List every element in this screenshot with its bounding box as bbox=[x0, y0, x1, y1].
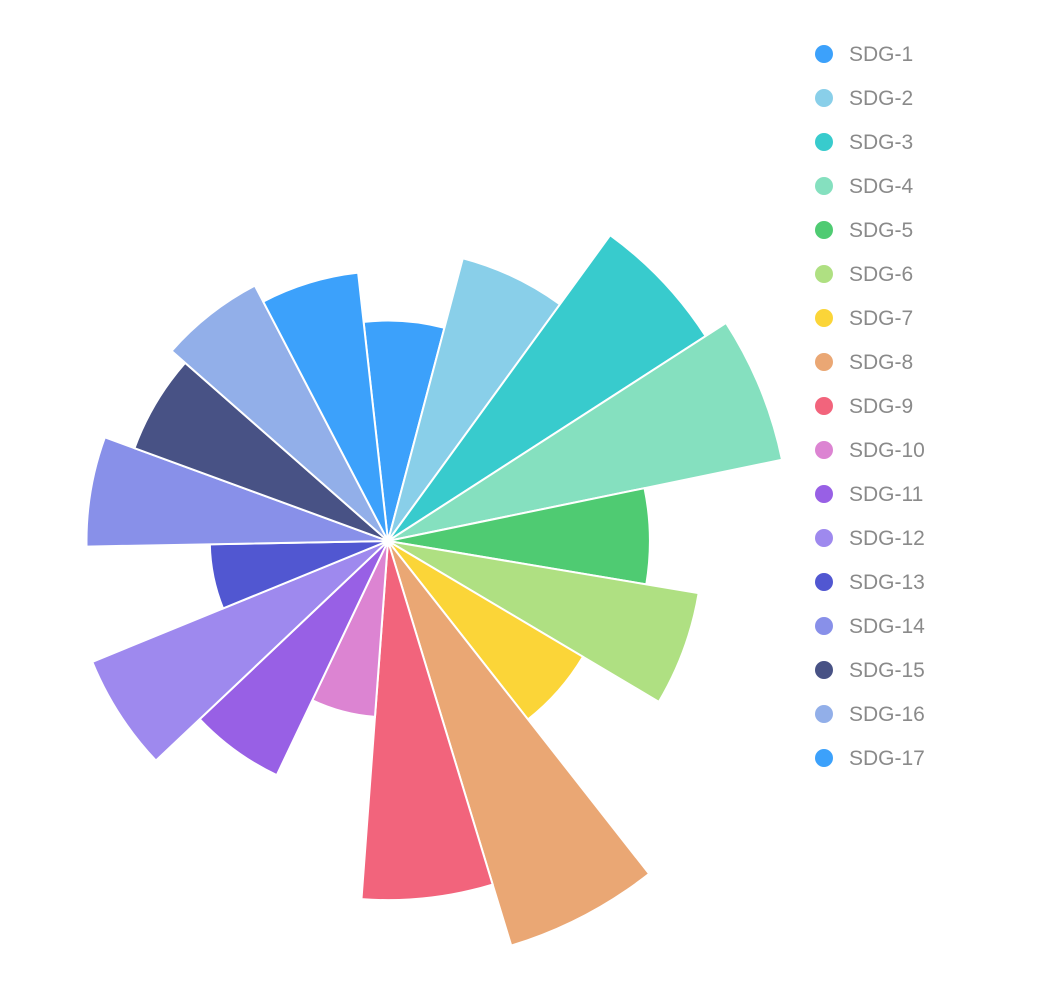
legend-label: SDG-7 bbox=[849, 307, 913, 330]
legend-item-sdg-7[interactable]: SDG-7 bbox=[815, 307, 913, 330]
rose-slice-sdg-3[interactable] bbox=[387, 233, 708, 542]
rose-slice-sdg-16[interactable] bbox=[170, 284, 389, 542]
legend-label: SDG-15 bbox=[849, 659, 925, 682]
legend-marker-icon bbox=[815, 529, 833, 547]
legend-marker-icon bbox=[815, 573, 833, 591]
rose-slice-sdg-14[interactable] bbox=[85, 436, 389, 548]
legend-item-sdg-2[interactable]: SDG-2 bbox=[815, 87, 913, 110]
legend-label: SDG-5 bbox=[849, 219, 913, 242]
legend-marker-icon bbox=[815, 45, 833, 63]
legend-marker-icon bbox=[815, 353, 833, 371]
legend-item-sdg-10[interactable]: SDG-10 bbox=[815, 439, 925, 462]
legend-marker-icon bbox=[815, 89, 833, 107]
rose-slice-sdg-17[interactable] bbox=[261, 271, 389, 542]
legend-item-sdg-9[interactable]: SDG-9 bbox=[815, 395, 913, 418]
legend-item-sdg-14[interactable]: SDG-14 bbox=[815, 615, 925, 638]
legend-item-sdg-12[interactable]: SDG-12 bbox=[815, 527, 925, 550]
legend-item-sdg-13[interactable]: SDG-13 bbox=[815, 571, 925, 594]
legend-marker-icon bbox=[815, 133, 833, 151]
legend-item-sdg-3[interactable]: SDG-3 bbox=[815, 131, 913, 154]
rose-slice-sdg-8[interactable] bbox=[387, 540, 651, 947]
legend-label: SDG-8 bbox=[849, 351, 913, 374]
legend-label: SDG-4 bbox=[849, 175, 914, 198]
legend-marker-icon bbox=[815, 749, 833, 767]
legend-label: SDG-10 bbox=[849, 439, 925, 462]
slices-layer bbox=[85, 233, 784, 947]
legend-label: SDG-2 bbox=[849, 87, 913, 110]
rose-slice-sdg-9[interactable] bbox=[360, 540, 494, 902]
legend-label: SDG-17 bbox=[849, 747, 925, 770]
legend-item-sdg-16[interactable]: SDG-16 bbox=[815, 703, 925, 726]
legend-item-sdg-6[interactable]: SDG-6 bbox=[815, 263, 913, 286]
legend-label: SDG-14 bbox=[849, 615, 925, 638]
legend-item-sdg-4[interactable]: SDG-4 bbox=[815, 175, 914, 198]
legend-marker-icon bbox=[815, 265, 833, 283]
legend-item-sdg-8[interactable]: SDG-8 bbox=[815, 351, 913, 374]
legend-marker-icon bbox=[815, 485, 833, 503]
legend-label: SDG-1 bbox=[849, 43, 913, 66]
legend-marker-icon bbox=[815, 177, 833, 195]
legend-item-sdg-15[interactable]: SDG-15 bbox=[815, 659, 925, 682]
legend-marker-icon bbox=[815, 441, 833, 459]
legend-label: SDG-12 bbox=[849, 527, 925, 550]
legend-label: SDG-9 bbox=[849, 395, 913, 418]
legend-item-sdg-1[interactable]: SDG-1 bbox=[815, 43, 913, 66]
legend-marker-icon bbox=[815, 309, 833, 327]
legend-item-sdg-17[interactable]: SDG-17 bbox=[815, 747, 925, 770]
rose-slice-sdg-6[interactable] bbox=[387, 540, 700, 704]
rose-slice-sdg-12[interactable] bbox=[90, 540, 389, 762]
legend-label: SDG-6 bbox=[849, 263, 913, 286]
legend-marker-icon bbox=[815, 661, 833, 679]
legend-item-sdg-5[interactable]: SDG-5 bbox=[815, 219, 913, 242]
legend-marker-icon bbox=[815, 397, 833, 415]
legend-label: SDG-3 bbox=[849, 131, 913, 154]
legend-marker-icon bbox=[815, 221, 833, 239]
legend-label: SDG-16 bbox=[849, 703, 925, 726]
legend-label: SDG-11 bbox=[849, 483, 923, 506]
legend: SDG-1 SDG-2 SDG-3 SDG-4 SDG-5 SDG-6 SDG-7 SDG-8… bbox=[815, 43, 925, 770]
legend-item-sdg-11[interactable]: SDG-11 bbox=[815, 483, 923, 506]
rose-slice-sdg-4[interactable] bbox=[387, 321, 784, 542]
legend-marker-icon bbox=[815, 705, 833, 723]
legend-marker-icon bbox=[815, 617, 833, 635]
legend-label: SDG-13 bbox=[849, 571, 925, 594]
